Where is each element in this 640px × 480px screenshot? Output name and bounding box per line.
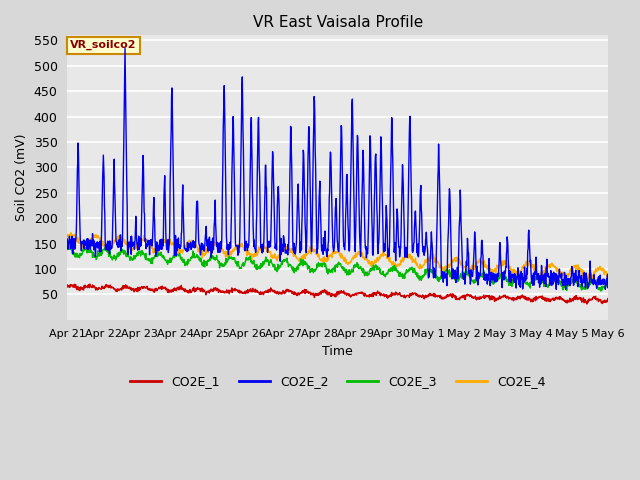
Y-axis label: Soil CO2 (mV): Soil CO2 (mV) xyxy=(15,134,28,221)
Legend: CO2E_1, CO2E_2, CO2E_3, CO2E_4: CO2E_1, CO2E_2, CO2E_3, CO2E_4 xyxy=(125,370,550,393)
Title: VR East Vaisala Profile: VR East Vaisala Profile xyxy=(253,15,423,30)
Text: VR_soilco2: VR_soilco2 xyxy=(70,40,136,50)
X-axis label: Time: Time xyxy=(323,345,353,358)
